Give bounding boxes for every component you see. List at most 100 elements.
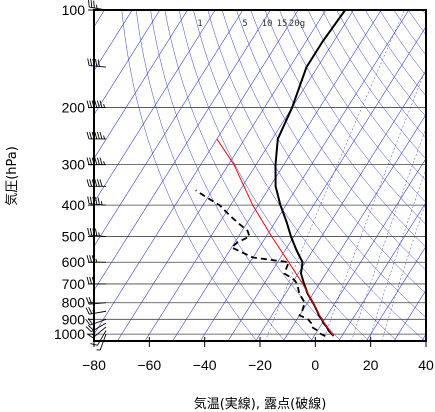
y-tick-label: 1000 — [54, 326, 85, 342]
x-tick-label: 0 — [311, 357, 319, 373]
mixing-ratio-label: 15 — [277, 19, 288, 29]
wind-barb-feather — [85, 307, 90, 315]
dry-adiabat-line — [150, 10, 313, 341]
wind-barb-feather — [99, 100, 103, 108]
dry-adiabat-line — [307, 10, 426, 182]
mixing-ratio-line — [351, 127, 426, 341]
guide-lines — [94, 10, 426, 341]
wind-barb-feather — [87, 227, 90, 236]
wind-barb-feather — [88, 307, 93, 314]
x-tick-label: −40 — [193, 357, 217, 373]
isotherm-line — [94, 10, 271, 291]
wind-barb-feather — [86, 255, 90, 263]
wind-barb — [86, 131, 106, 140]
dry-adiabat-line — [393, 10, 426, 56]
wind-barb-feather — [85, 326, 92, 332]
wind-barb-shaft — [89, 310, 107, 315]
dry-adiabat-line — [236, 10, 426, 294]
y-tick-label: 500 — [62, 229, 86, 245]
x-axis: −80 −60 −40 −20 0 20 40 — [82, 337, 434, 373]
wind-barb — [96, 333, 107, 351]
dry-adiabat-line — [178, 10, 370, 341]
mixing-ratio-labels: 1 5 10 15 20g — [197, 19, 305, 29]
dewpoint-line — [195, 189, 326, 337]
wind-barb-half-feather — [103, 161, 106, 165]
wind-barb — [87, 58, 107, 68]
wind-barb-half-feather — [98, 232, 100, 237]
wind-barb-feather — [89, 58, 93, 66]
isotherm-line — [338, 201, 426, 341]
mixing-ratio-line — [322, 67, 426, 341]
wind-barb-shaft — [89, 234, 107, 238]
wind-barb-feather — [99, 131, 103, 140]
temperature-line — [274, 10, 347, 337]
wind-barb — [86, 157, 106, 166]
wind-barb — [85, 307, 107, 315]
wind-barb-feather — [95, 59, 98, 67]
wind-barb-half-feather — [95, 258, 98, 263]
isotherm-line — [200, 10, 410, 341]
wind-barb-feather — [88, 0, 90, 8]
mixing-ratio-label: 20g — [289, 19, 305, 29]
dry-adiabat-line — [336, 10, 426, 139]
y-tick-label: 700 — [62, 276, 86, 292]
wind-barb-feather — [94, 100, 98, 108]
wind-barb-feather — [90, 0, 93, 8]
dry-adiabat-line — [293, 10, 426, 203]
wind-barb-feather — [86, 276, 90, 285]
isotherm-line — [94, 10, 299, 335]
wind-barb-shaft — [89, 203, 107, 206]
wind-barb-feather — [86, 100, 90, 108]
wind-barb-feather — [96, 100, 100, 108]
dry-adiabat-line — [135, 10, 285, 341]
dry-adiabat-line — [407, 10, 426, 36]
wind-barb-shaft — [89, 65, 107, 68]
y-tick-label: 200 — [62, 100, 86, 116]
x-tick-label: 40 — [418, 357, 434, 373]
isotherm-line — [94, 10, 161, 116]
wind-barb — [86, 179, 106, 187]
wind-barb-shaft — [99, 333, 107, 351]
dry-adiabat-line — [422, 10, 426, 16]
y-axis-title: 気圧(hPa) — [4, 146, 20, 206]
mixing-ratio-label: 10 — [262, 19, 273, 29]
y-tick-label: 600 — [62, 254, 86, 270]
wind-barb — [86, 255, 106, 263]
wind-barb-shaft — [92, 326, 107, 339]
y-tick-label: 400 — [62, 197, 86, 213]
wind-barb — [86, 276, 106, 285]
wind-barb — [87, 196, 107, 206]
x-tick-label: 20 — [363, 357, 379, 373]
y-tick-label: 800 — [62, 295, 86, 311]
wind-barb-feather — [97, 59, 100, 67]
plot-frame — [93, 9, 427, 342]
wind-barb-half-feather — [103, 135, 106, 140]
wind-barb-feather — [95, 197, 98, 205]
isotherm-line — [310, 157, 426, 341]
mixing-ratio-line — [264, 10, 405, 341]
wind-barb-feather — [86, 157, 90, 165]
wind-barb-feather — [87, 196, 90, 204]
isotherm-line — [144, 10, 354, 341]
isotherm-line — [255, 70, 426, 341]
wind-barb-feather — [96, 157, 100, 165]
parcel-line — [216, 138, 335, 337]
wind-barb-feather — [96, 131, 100, 140]
dry-adiabat-line — [264, 10, 426, 248]
dry-adiabat-line — [193, 10, 398, 341]
x-tick-label: −80 — [82, 357, 106, 373]
wind-barb-feather — [89, 131, 93, 140]
wind-barb-feather — [89, 276, 93, 285]
isotherm-line — [94, 10, 188, 160]
wind-barb-feather — [86, 131, 90, 140]
dry-adiabat-line — [350, 10, 426, 118]
isotherm-line — [227, 26, 426, 341]
wind-barb-feather — [89, 228, 93, 236]
dry-adiabat-line — [121, 10, 257, 341]
isotherm-line — [172, 10, 382, 341]
isotherm-line — [94, 10, 216, 203]
wind-barb-feather — [86, 333, 94, 339]
y-tick-label: 900 — [62, 311, 86, 327]
